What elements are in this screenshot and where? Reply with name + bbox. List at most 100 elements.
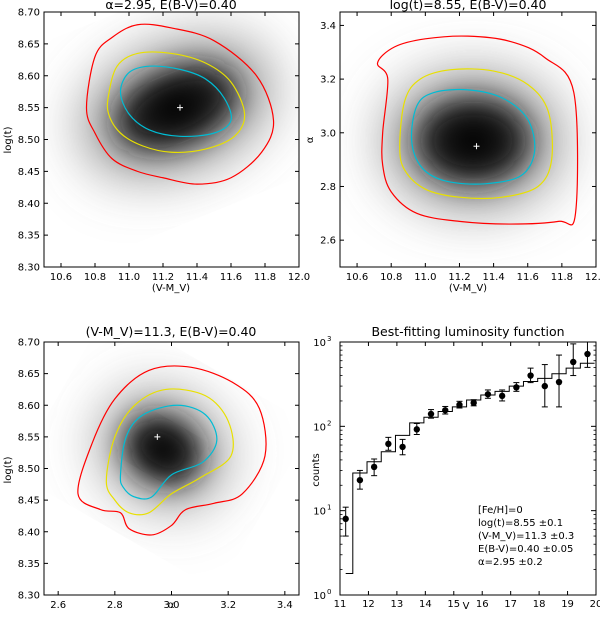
data-point <box>484 391 492 398</box>
y-tick-label: 8.40 <box>18 199 40 210</box>
y-tick-label: 8.30 <box>18 263 40 274</box>
y-tick-exponent: 1 <box>327 504 331 512</box>
data-point <box>399 443 406 451</box>
annotation-line: E(B-V)=0.40 ±0.05 <box>478 544 573 555</box>
panel-1-ticks: 10.6 10.8 11.0 11.2 11.4 11.6 11.8 12.0 8.30 8.35… <box>18 8 310 284</box>
annotation-line: α=2.95 ±0.2 <box>478 557 543 568</box>
data-point <box>413 426 420 433</box>
panel-1-marker <box>177 104 183 111</box>
data-point <box>513 384 520 391</box>
panel-1-density <box>87 45 267 170</box>
data-point <box>541 382 548 390</box>
data-point <box>342 515 349 523</box>
y-tick-label: 10 <box>313 507 326 518</box>
density-peak <box>145 434 181 465</box>
panel-3-heatmap: (V-M_V)=11.3, E(B-V)=0.40 2.6 2.8 3.0 3.2 3.… <box>3 324 300 611</box>
y-tick-label: 8.35 <box>18 231 40 242</box>
y-tick-label: 8.70 <box>18 8 40 19</box>
x-tick-label: 11.0 <box>118 272 140 283</box>
panel-2-frame <box>339 11 597 268</box>
density-peak <box>448 122 499 160</box>
density-peak <box>149 88 204 127</box>
panel-4-step <box>345 362 595 574</box>
x-tick-label: 11.2 <box>448 272 470 283</box>
annotation-line: (V-M_V)=11.3 ±0.3 <box>478 531 574 542</box>
model-step-line <box>345 362 595 574</box>
x-tick-label: 3.0 <box>164 600 180 611</box>
panel-2-xlabel: (V-M_V) <box>449 283 487 294</box>
panel-3-contours <box>77 365 267 536</box>
x-tick-label: 11.0 <box>414 272 436 283</box>
data-point <box>470 399 477 407</box>
x-tick-label: 13 <box>391 599 404 610</box>
x-tick-label: 2.8 <box>107 600 123 611</box>
data-point <box>527 372 534 379</box>
panel-1-ylabel: log(t) <box>3 126 14 153</box>
panel-4-frame <box>339 341 597 596</box>
x-tick-label: 14 <box>419 599 432 610</box>
contour-line <box>399 68 553 199</box>
panel-2-contours <box>376 35 579 226</box>
panel-2-ylabel: α <box>305 136 316 143</box>
data-point <box>456 401 463 409</box>
y-tick-label: 8.35 <box>18 559 40 570</box>
x-tick-label: 3.2 <box>220 600 236 611</box>
data-point <box>584 350 591 358</box>
y-tick-label: 8.50 <box>18 464 40 475</box>
x-tick-label: 10.6 <box>346 272 368 283</box>
x-tick-label: 18 <box>533 599 546 610</box>
x-tick-label: 10.8 <box>380 272 402 283</box>
y-tick-exponent: 2 <box>327 419 331 427</box>
data-point <box>370 463 378 471</box>
y-tick-label: 3.0 <box>320 128 336 139</box>
panel-4-luminosity: Best-fitting luminosity function 11 12 13 1… <box>311 324 600 612</box>
x-tick-label: 11.6 <box>220 272 242 283</box>
y-tick-label: 10 <box>313 338 326 349</box>
panel-4-title: Best-fitting luminosity function <box>371 324 564 339</box>
x-tick-label: 11.8 <box>551 272 573 283</box>
data-point <box>427 410 435 418</box>
y-tick-label: 10 <box>313 591 326 602</box>
panel-3-title: (V-M_V)=11.3, E(B-V)=0.40 <box>86 324 257 339</box>
panel-2-density <box>390 79 556 203</box>
x-tick-label: 2.6 <box>50 600 66 611</box>
contour-line <box>106 51 246 153</box>
y-tick-label: 8.60 <box>18 401 40 412</box>
y-tick-label: 10 <box>313 422 326 433</box>
y-tick-label: 3.4 <box>320 21 336 32</box>
x-tick-label: 12 <box>362 599 375 610</box>
x-tick-label: 11.8 <box>254 272 276 283</box>
y-tick-exponent: 3 <box>327 335 331 343</box>
contour-line <box>85 23 275 185</box>
panel-3-ylabel: log(t) <box>3 456 14 483</box>
y-tick-label: 8.65 <box>18 39 40 50</box>
y-tick-label: 2.6 <box>320 236 336 247</box>
x-tick-label: 15 <box>447 599 460 610</box>
x-tick-label: 20 <box>590 599 600 610</box>
data-point <box>385 440 392 448</box>
y-tick-label: 8.55 <box>18 432 40 443</box>
panel-4-xlabel: V <box>463 601 470 612</box>
y-tick-label: 8.50 <box>18 135 40 146</box>
y-tick-label: 3.2 <box>320 75 336 86</box>
y-tick-label: 8.45 <box>18 167 40 178</box>
y-tick-label: 8.60 <box>18 71 40 82</box>
contour-line <box>119 65 232 138</box>
x-tick-label: 10.8 <box>84 272 106 283</box>
y-tick-exponent: 0 <box>327 588 331 596</box>
data-point <box>442 407 449 414</box>
x-tick-label: 11.6 <box>517 272 539 283</box>
panel-4-points <box>342 341 591 537</box>
panel-3-xlabel: α <box>168 600 175 611</box>
panel-4-annotation: [Fe/H]=0 log(t)=8.55 ±0.1 (V-M_V)=11.3 ±… <box>478 505 574 568</box>
panel-1-title: α=2.95, E(B-V)=0.40 <box>105 0 236 12</box>
y-tick-label: 8.40 <box>18 527 40 538</box>
panel-2-heatmap: log(t)=8.55, E(B-V)=0.40 10.6 10.8 11.0 11.… <box>305 0 600 294</box>
x-tick-label: 10.6 <box>50 272 72 283</box>
y-tick-label: 8.65 <box>18 369 40 380</box>
panel-3-ticks: 2.6 2.8 3.0 3.2 3.4 8.30 8.35 8.40 8.45 8.50 8.55 8… <box>18 338 299 611</box>
y-tick-label: 8.70 <box>18 338 40 349</box>
panel-1-xlabel: (V-M_V) <box>152 283 190 294</box>
